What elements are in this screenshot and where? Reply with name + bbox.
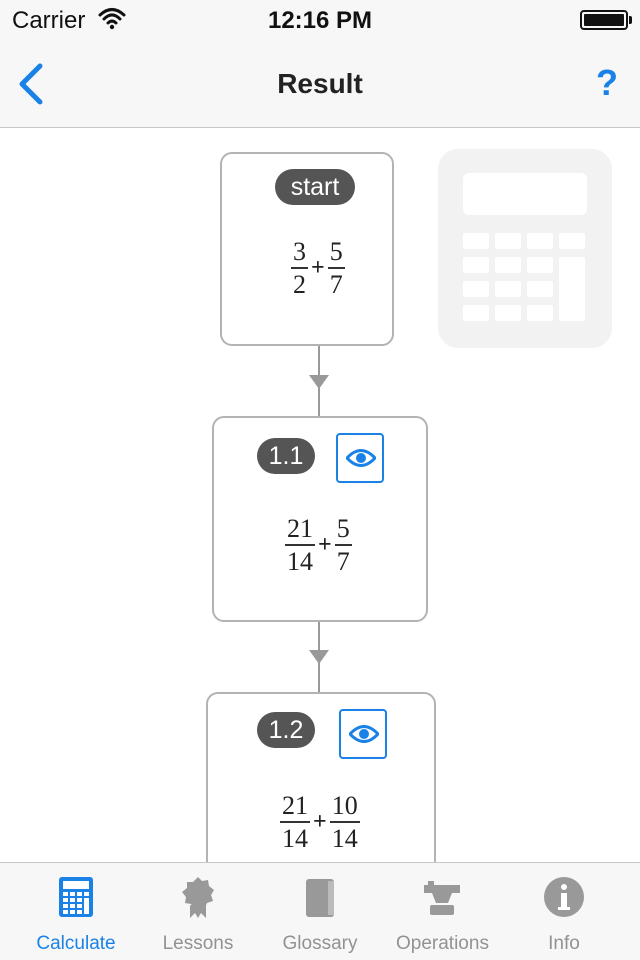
step-card-1-2: 1.2 21 14 + 10 14 <box>206 692 436 862</box>
help-button[interactable]: ? <box>596 62 618 103</box>
wifi-icon <box>98 8 126 30</box>
back-chevron-icon[interactable] <box>14 62 48 106</box>
expression: 21 14 + 10 14 <box>280 792 360 853</box>
step-badge: start <box>275 169 355 205</box>
clock: 12:16 PM <box>267 7 373 34</box>
down-arrow-icon <box>309 375 329 389</box>
tab-operations[interactable]: Operations <box>396 863 489 960</box>
tab-lessons[interactable]: Lessons <box>152 863 244 960</box>
step-badge: 1.1 <box>257 438 315 474</box>
fraction: 10 14 <box>329 791 360 853</box>
page-title: Result <box>277 68 363 99</box>
carrier-label: Carrier <box>12 7 86 34</box>
calculator-icon <box>59 877 93 917</box>
fraction: 21 14 <box>280 791 310 853</box>
book-icon <box>306 879 334 917</box>
tab-label: Info <box>548 933 580 954</box>
step-badge: 1.2 <box>257 712 315 748</box>
eye-icon <box>349 725 379 743</box>
tab-label: Lessons <box>162 933 234 954</box>
tab-label: Glossary <box>282 933 358 954</box>
tab-calculate[interactable]: Calculate <box>0 863 152 960</box>
tab-bar: Calculate Lessons Glossary Op <box>0 862 640 960</box>
tab-info[interactable]: Info <box>488 863 640 960</box>
down-arrow-icon <box>309 650 329 664</box>
status-bar: Carrier 12:16 PM <box>0 0 640 40</box>
ribbon-icon <box>182 877 214 918</box>
operator: + <box>311 255 325 281</box>
tab-label: Operations <box>396 933 489 954</box>
fraction: 21 14 <box>285 514 315 576</box>
anvil-icon <box>424 881 460 915</box>
battery-icon <box>580 10 632 30</box>
operator: + <box>318 532 332 558</box>
eye-icon <box>346 449 376 467</box>
info-icon <box>544 877 584 917</box>
tab-glossary[interactable]: Glossary <box>244 863 396 960</box>
show-step-button[interactable] <box>339 709 387 759</box>
show-step-button[interactable] <box>336 433 384 483</box>
calculator-watermark-icon <box>438 149 612 348</box>
tab-label: Calculate <box>36 933 116 954</box>
navigation-bar: Result ? <box>0 40 640 128</box>
operator: + <box>313 809 327 835</box>
